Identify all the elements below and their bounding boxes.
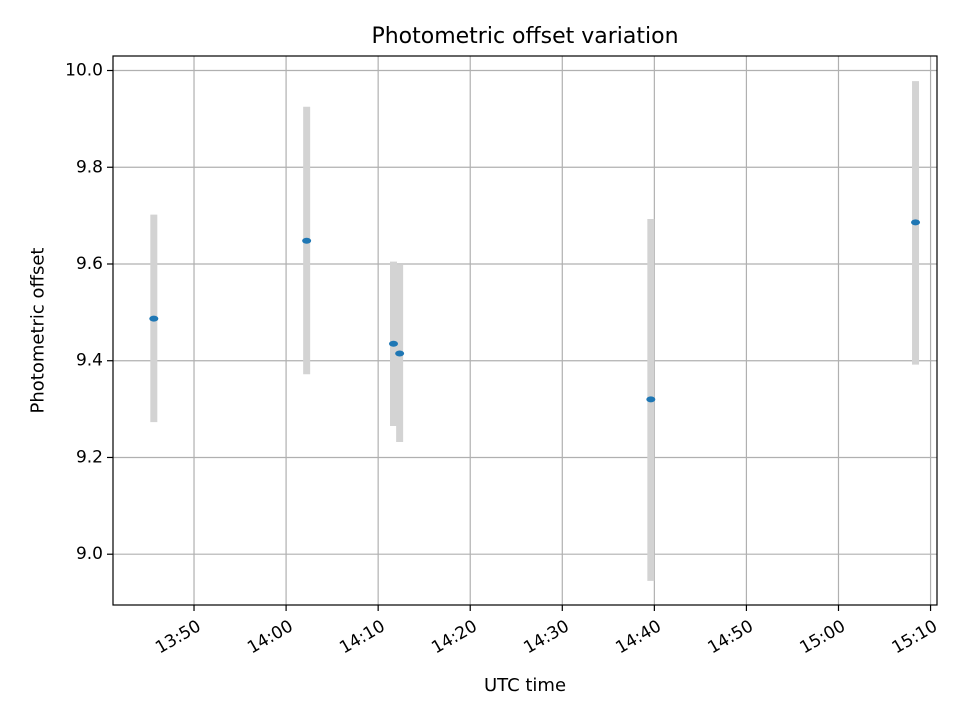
y-tick-label: 9.4 bbox=[76, 351, 103, 371]
data-points bbox=[149, 219, 921, 403]
y-axis-label: Photometric offset bbox=[28, 248, 49, 414]
y-tick-label: 10.0 bbox=[65, 61, 103, 81]
chart-title: Photometric offset variation bbox=[371, 24, 678, 49]
data-point bbox=[302, 237, 312, 244]
data-point bbox=[911, 219, 921, 226]
plot-frame bbox=[112, 55, 938, 606]
y-tick-label: 9.0 bbox=[76, 544, 103, 564]
data-point bbox=[149, 315, 159, 322]
x-axis-label: UTC time bbox=[484, 675, 566, 696]
data-point bbox=[395, 350, 405, 357]
grid bbox=[113, 56, 937, 605]
y-tick-label: 9.2 bbox=[76, 447, 103, 467]
y-tick-label: 9.6 bbox=[76, 254, 103, 274]
y-tick-label: 9.8 bbox=[76, 157, 103, 177]
data-point bbox=[388, 340, 398, 347]
data-point bbox=[646, 396, 656, 403]
